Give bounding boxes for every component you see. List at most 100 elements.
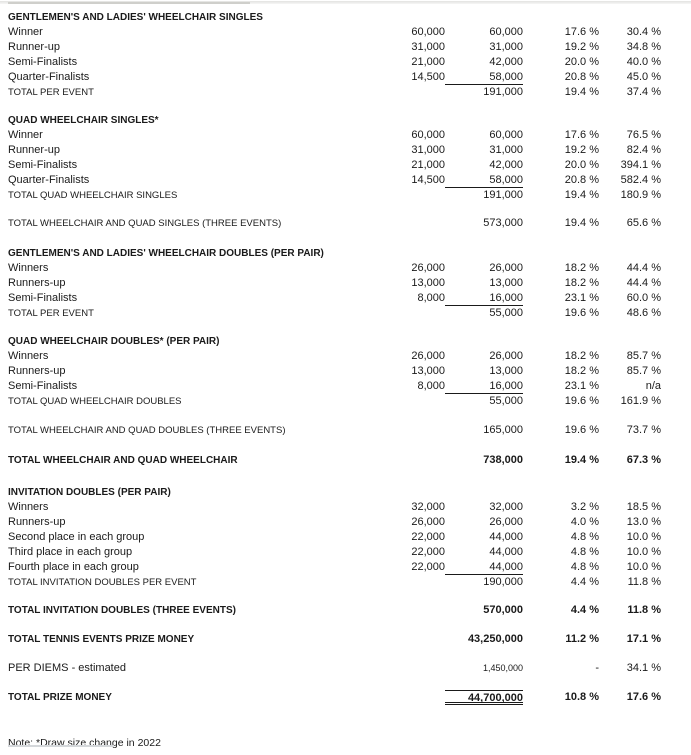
section-title: GENTLEMEN'S AND LADIES' WHEELCHAIR SINGL… bbox=[8, 12, 263, 23]
pct-change: 73.7 % bbox=[626, 424, 661, 436]
total-value: 573,000 bbox=[483, 217, 523, 229]
total-value: 42,000 bbox=[489, 56, 523, 68]
per-winner-value: 13,000 bbox=[411, 277, 445, 289]
table-row: Winners 32,000 32,000 3.2 % 18.5 % bbox=[0, 500, 691, 515]
table-row: Semi-Finalists 8,000 16,000 23.1 % 60.0 … bbox=[0, 291, 691, 306]
subtotal-row: TOTAL QUAD WHEELCHAIR SINGLES 191,000 19… bbox=[0, 188, 691, 203]
pct-change: 11.8 % bbox=[627, 604, 661, 616]
table-row: Fourth place in each group 22,000 44,000… bbox=[0, 560, 691, 575]
row-label: Semi-Finalists bbox=[8, 380, 78, 392]
pct-change: 44.4 % bbox=[626, 277, 661, 289]
row-label: Third place in each group bbox=[8, 546, 133, 558]
row-label: TOTAL WHEELCHAIR AND QUAD WHEELCHAIR bbox=[8, 455, 238, 466]
row-label: Winners bbox=[8, 262, 49, 274]
grand-total-row: TOTAL INVITATION DOUBLES (THREE EVENTS) … bbox=[0, 603, 691, 618]
table-row: Semi-Finalists 21,000 42,000 20.0 % 394.… bbox=[0, 158, 691, 173]
table-row: Runners-up 13,000 13,000 18.2 % 44.4 % bbox=[0, 276, 691, 291]
pct-increase: 19.6 % bbox=[564, 395, 599, 407]
section-header-row: QUAD WHEELCHAIR SINGLES* bbox=[0, 113, 691, 128]
pct-increase: 19.4 % bbox=[564, 86, 599, 98]
table-row: Semi-Finalists 21,000 42,000 20.0 % 40.0… bbox=[0, 55, 691, 70]
pct-increase: 19.4 % bbox=[564, 217, 599, 229]
total-value: 13,000 bbox=[489, 365, 523, 377]
pct-change: 10.0 % bbox=[626, 546, 661, 558]
pct-change: 161.9 % bbox=[620, 395, 661, 407]
total-value: 55,000 bbox=[489, 395, 523, 407]
table-row: Quarter-Finalists 14,500 58,000 20.8 % 5… bbox=[0, 173, 691, 188]
cutoff-text-top-artifact bbox=[0, 1, 691, 4]
pct-change: 40.0 % bbox=[626, 56, 661, 68]
row-label: Semi-Finalists bbox=[8, 292, 78, 304]
table-row: Winner 60,000 60,000 17.6 % 76.5 % bbox=[0, 128, 691, 143]
spacer bbox=[0, 647, 691, 661]
per-diems-row: PER DIEMS - estimated 1,450,000 - 34.1 % bbox=[0, 661, 691, 676]
table-row: Runner-up 31,000 31,000 19.2 % 34.8 % bbox=[0, 40, 691, 55]
pct-change: 18.5 % bbox=[626, 501, 661, 513]
pct-increase: 20.8 % bbox=[564, 174, 599, 186]
row-label: TOTAL INVITATION DOUBLES PER EVENT bbox=[8, 577, 197, 588]
subtotal-row: TOTAL WHEELCHAIR AND QUAD SINGLES (THREE… bbox=[0, 216, 691, 231]
pct-increase: 4.8 % bbox=[570, 546, 599, 558]
pct-increase: 3.2 % bbox=[570, 501, 599, 513]
total-value: 42,000 bbox=[489, 159, 523, 171]
table-row: Winners 26,000 26,000 18.2 % 85.7 % bbox=[0, 349, 691, 364]
row-label: Winners bbox=[8, 350, 49, 362]
per-winner-value: 22,000 bbox=[411, 561, 445, 573]
pct-increase: 17.6 % bbox=[564, 129, 599, 141]
spacer bbox=[0, 438, 691, 453]
per-winner-value: 32,000 bbox=[411, 501, 445, 513]
total-value: 570,000 bbox=[483, 604, 523, 616]
row-label: TOTAL PRIZE MONEY bbox=[8, 692, 112, 703]
pct-increase: 18.2 % bbox=[564, 350, 599, 362]
section-header-row: GENTLEMEN'S AND LADIES' WHEELCHAIR DOUBL… bbox=[0, 246, 691, 261]
table-row: Semi-Finalists 8,000 16,000 23.1 % n/a bbox=[0, 379, 691, 394]
pct-increase: 23.1 % bbox=[564, 380, 599, 392]
pct-change: 30.4 % bbox=[626, 26, 661, 38]
row-label: Winners bbox=[8, 501, 49, 513]
total-value: 26,000 bbox=[489, 350, 523, 362]
subtotal-row: TOTAL PER EVENT 55,000 19.6 % 48.6 % bbox=[0, 306, 691, 321]
per-winner-value: 14,500 bbox=[411, 71, 445, 83]
grand-total-row: TOTAL WHEELCHAIR AND QUAD WHEELCHAIR 738… bbox=[0, 453, 691, 468]
pct-increase: - bbox=[595, 662, 599, 674]
per-winner-value: 8,000 bbox=[417, 292, 445, 304]
total-value: 58,000 bbox=[445, 70, 523, 85]
total-value: 43,250,000 bbox=[467, 633, 523, 645]
pct-increase: 18.2 % bbox=[564, 262, 599, 274]
row-label: TOTAL INVITATION DOUBLES (THREE EVENTS) bbox=[8, 605, 236, 616]
pct-increase: 19.4 % bbox=[564, 189, 599, 201]
row-label: TOTAL QUAD WHEELCHAIR DOUBLES bbox=[8, 396, 182, 407]
pct-change: 13.0 % bbox=[626, 516, 661, 528]
total-value: 60,000 bbox=[489, 26, 523, 38]
pct-change: 34.1 % bbox=[626, 662, 661, 674]
subtotal-row: TOTAL WHEELCHAIR AND QUAD DOUBLES (THREE… bbox=[0, 423, 691, 438]
pct-change: 394.1 % bbox=[620, 159, 661, 171]
pct-increase: 19.4 % bbox=[564, 454, 599, 466]
table-row: Runners-up 13,000 13,000 18.2 % 85.7 % bbox=[0, 364, 691, 379]
pct-increase: 20.8 % bbox=[564, 71, 599, 83]
per-winner-value: 21,000 bbox=[411, 56, 445, 68]
cutoff-text-top-artifact-dark bbox=[8, 2, 250, 4]
section-header-row: GENTLEMEN'S AND LADIES' WHEELCHAIR SINGL… bbox=[0, 10, 691, 25]
per-winner-value: 22,000 bbox=[411, 531, 445, 543]
row-label: Runner-up bbox=[8, 41, 60, 53]
row-label: Second place in each group bbox=[8, 531, 145, 543]
table-row: Winner 60,000 60,000 17.6 % 30.4 % bbox=[0, 25, 691, 40]
pct-change: 34.8 % bbox=[626, 41, 661, 53]
pct-increase: 19.6 % bbox=[564, 424, 599, 436]
pct-change: 582.4 % bbox=[620, 174, 661, 186]
total-value: 191,000 bbox=[483, 189, 523, 201]
row-label: TOTAL TENNIS EVENTS PRIZE MONEY bbox=[8, 634, 195, 645]
row-label: TOTAL PER EVENT bbox=[8, 308, 94, 319]
total-value: 13,000 bbox=[489, 277, 523, 289]
total-value: 190,000 bbox=[483, 576, 523, 588]
row-label: Semi-Finalists bbox=[8, 56, 78, 68]
subtotal-row: TOTAL QUAD WHEELCHAIR DOUBLES 55,000 19.… bbox=[0, 394, 691, 409]
section-title: QUAD WHEELCHAIR SINGLES* bbox=[8, 115, 159, 126]
pct-increase: 4.4 % bbox=[570, 604, 599, 616]
pct-increase: 4.0 % bbox=[570, 516, 599, 528]
per-winner-value: 14,500 bbox=[411, 174, 445, 186]
row-label: PER DIEMS - estimated bbox=[8, 662, 126, 674]
row-label: Fourth place in each group bbox=[8, 561, 139, 573]
per-winner-value: 60,000 bbox=[411, 26, 445, 38]
